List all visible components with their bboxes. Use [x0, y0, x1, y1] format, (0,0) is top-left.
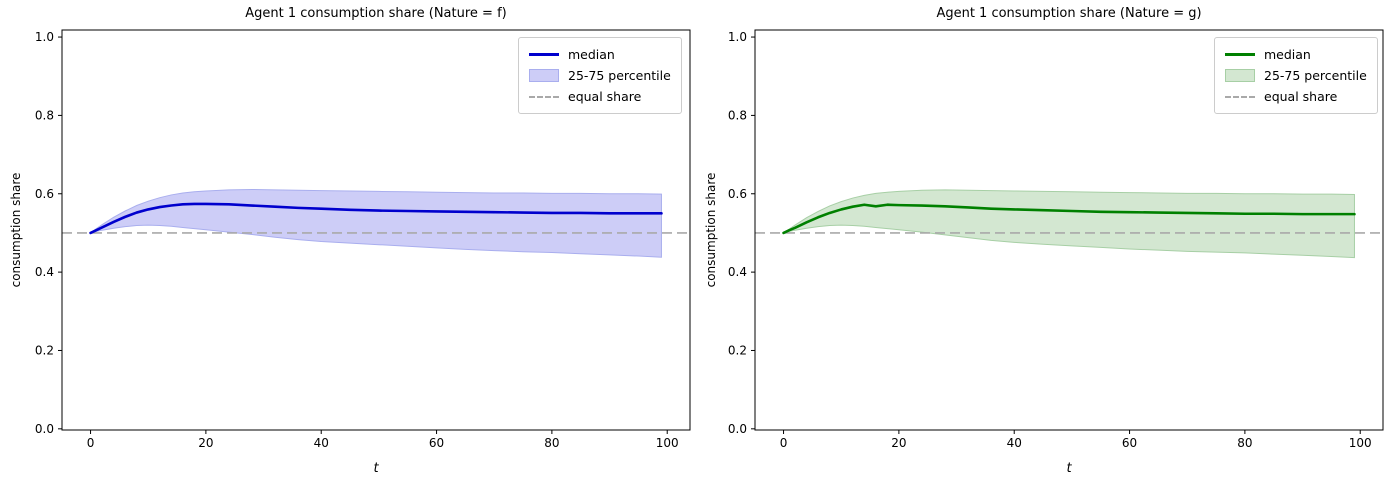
plot-frame — [754, 29, 1384, 431]
subplot-nature-f: 0 20 40 60 80 100 0.0 0.2 0.4 0.6 0.8 1.0 Agent 1 c… — [9, 6, 691, 476]
x-tick-label: 100 — [656, 436, 679, 450]
x-tick-label: 100 — [1349, 436, 1372, 450]
legend-item: median — [529, 44, 671, 65]
equal-share-dash-swatch — [1225, 95, 1255, 98]
median-line-swatch — [1225, 53, 1255, 56]
legend-item: equal share — [529, 86, 671, 107]
x-tick-label: 60 — [429, 436, 444, 450]
percentile-band-swatch — [1225, 69, 1255, 82]
legend: median 25-75 percentile equal share — [1214, 37, 1378, 114]
x-axis-label: t — [373, 461, 379, 476]
legend-item: median — [1225, 44, 1367, 65]
legend-label: 25-75 percentile — [568, 68, 671, 83]
median-line — [89, 202, 663, 235]
y-tick-label: 0.0 — [35, 422, 54, 436]
y-tick-label: 0.8 — [728, 108, 747, 122]
plot-area-f: 0 20 40 60 80 100 0.0 0.2 0.4 0.6 0.8 1.0 — [35, 29, 691, 450]
x-tick-label: 80 — [1237, 436, 1252, 450]
legend-label: equal share — [1264, 89, 1338, 104]
legend-label: median — [1264, 47, 1311, 62]
median-line-swatch — [529, 53, 559, 56]
x-tick-label: 0 — [87, 436, 95, 450]
x-axis-label: t — [1066, 461, 1072, 476]
y-tick-label: 0.6 — [35, 187, 54, 201]
legend-item: 25-75 percentile — [1225, 65, 1367, 86]
chart-title: Agent 1 consumption share (Nature = f) — [245, 6, 507, 21]
y-axis-label: consumption share — [9, 172, 23, 288]
y-tick-label: 0.4 — [35, 265, 54, 279]
y-tick-label: 1.0 — [35, 30, 54, 44]
x-tick-label: 40 — [1007, 436, 1022, 450]
y-tick-label: 0.4 — [728, 265, 747, 279]
legend-label: median — [568, 47, 615, 62]
y-tick-label: 0.0 — [728, 422, 747, 436]
y-tick-label: 0.2 — [728, 343, 747, 357]
legend-label: equal share — [568, 89, 642, 104]
percentile-band — [783, 189, 1355, 259]
x-tick-label: 20 — [198, 436, 213, 450]
plot-area-g: 0 20 40 60 80 100 0.0 0.2 0.4 0.6 0.8 1.0 — [728, 29, 1384, 450]
equal-share-dash-swatch — [529, 95, 559, 98]
x-tick-label: 20 — [891, 436, 906, 450]
legend: median 25-75 percentile equal share — [518, 37, 682, 114]
legend-item: equal share — [1225, 86, 1367, 107]
x-tick-label: 60 — [1122, 436, 1137, 450]
y-tick-label: 0.6 — [728, 187, 747, 201]
subplot-nature-g: 0 20 40 60 80 100 0.0 0.2 0.4 0.6 0.8 1.0 Agent 1 c… — [695, 0, 1390, 490]
chart-title: Agent 1 consumption share (Nature = g) — [936, 6, 1202, 21]
legend-item: 25-75 percentile — [529, 65, 671, 86]
y-tick-label: 1.0 — [728, 30, 747, 44]
median-line — [782, 203, 1356, 235]
x-tick-label: 40 — [314, 436, 329, 450]
y-tick-label: 0.2 — [35, 343, 54, 357]
plot-frame — [61, 29, 691, 431]
y-tick-label: 0.8 — [35, 108, 54, 122]
x-tick-label: 0 — [780, 436, 788, 450]
x-tick-label: 80 — [544, 436, 559, 450]
legend-label: 25-75 percentile — [1264, 68, 1367, 83]
y-axis-label: consumption share — [704, 172, 718, 288]
percentile-band — [90, 188, 662, 258]
percentile-band-swatch — [529, 69, 559, 82]
